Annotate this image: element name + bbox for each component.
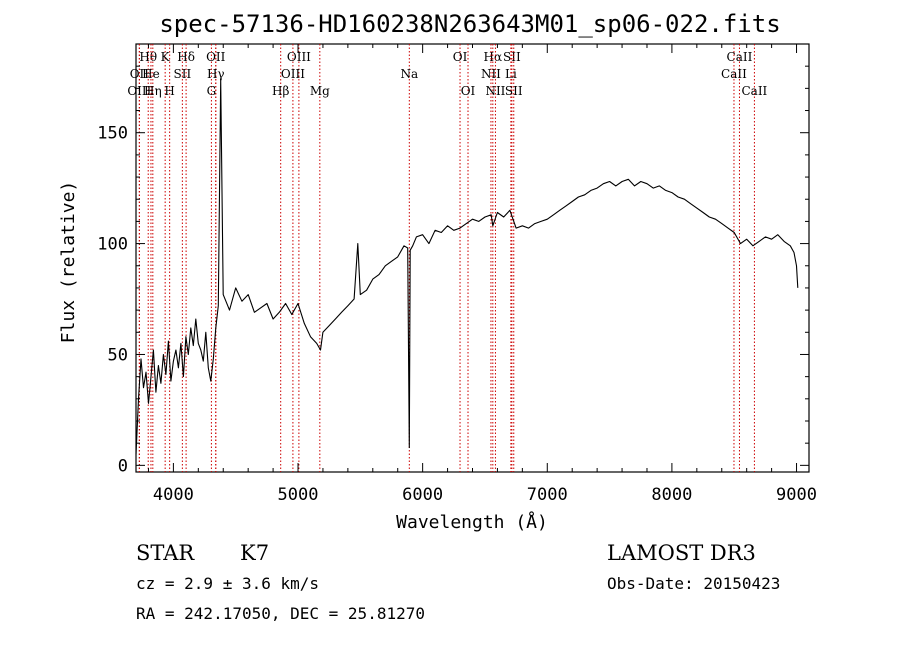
x-tick-label: 8000	[651, 485, 692, 505]
y-axis-ticks: 0 50 100 150	[97, 65, 809, 476]
line-marker-label: K	[161, 50, 171, 64]
line-marker-label: CaII	[741, 84, 767, 98]
line-marker-label: Hδ	[177, 50, 195, 64]
y-tick-label: 0	[118, 456, 128, 476]
x-tick-label: 4000	[153, 485, 194, 505]
x-axis-label: Wavelength (Å)	[396, 511, 548, 533]
line-marker-label: SII	[174, 67, 192, 81]
line-marker-label: Hη	[144, 84, 162, 98]
series-line-flux	[135, 78, 799, 455]
line-marker-label: OIII	[127, 84, 151, 98]
x-tick-label: 6000	[402, 485, 443, 505]
line-marker-label: OII	[130, 67, 150, 81]
obs-date: Obs-Date: 20150423	[607, 574, 780, 593]
line-marker-label: Mg	[310, 84, 330, 98]
y-tick-label: 150	[97, 124, 128, 144]
y-axis-label: Flux (relative)	[58, 181, 79, 344]
line-marker-label: OIII	[281, 67, 305, 81]
spectral-subclass: K7	[240, 541, 269, 565]
object-class: STAR	[136, 541, 195, 565]
line-marker-label: OIII	[287, 50, 311, 64]
line-marker-label: Hβ	[272, 84, 289, 98]
line-marker-label: NII	[481, 67, 501, 81]
x-tick-label: 9000	[776, 485, 817, 505]
line-marker-label: He	[142, 67, 160, 81]
line-marker-label: Hα	[484, 50, 503, 64]
chart-title: spec-57136-HD160238N263643M01_sp06-022.f…	[159, 10, 780, 38]
line-marker-label: OI	[453, 50, 468, 64]
plot-frame	[135, 43, 810, 473]
line-marker-label: OII	[206, 50, 226, 64]
line-marker-label: Na	[400, 67, 418, 81]
line-marker-label: CaII	[727, 50, 753, 64]
y-tick-label: 50	[108, 345, 128, 365]
line-marker-label: CaII	[721, 67, 747, 81]
line-marker-label: Hθ	[139, 50, 157, 64]
line-marker-label: Li	[505, 67, 517, 81]
line-marker-label: Hγ	[207, 67, 225, 81]
line-marker-label: G	[207, 84, 217, 98]
x-tick-label: 5000	[278, 485, 319, 505]
line-marker-label: SII	[503, 50, 521, 64]
y-tick-label: 100	[97, 235, 128, 255]
coordinates: RA = 242.17050, DEC = 25.81270	[136, 604, 425, 623]
line-marker-label: SII	[505, 84, 523, 98]
spectrum-series	[135, 78, 799, 455]
survey-name: LAMOST DR3	[607, 541, 756, 565]
line-marker-label: OI	[461, 84, 476, 98]
line-marker-label: NII	[485, 84, 505, 98]
x-tick-label: 7000	[527, 485, 568, 505]
redshift-text: cz = 2.9 ± 3.6 km/s	[136, 574, 319, 593]
x-axis-ticks: 4000 5000 6000 7000 8000 9000	[147, 44, 817, 505]
line-marker-label: H	[164, 84, 174, 98]
